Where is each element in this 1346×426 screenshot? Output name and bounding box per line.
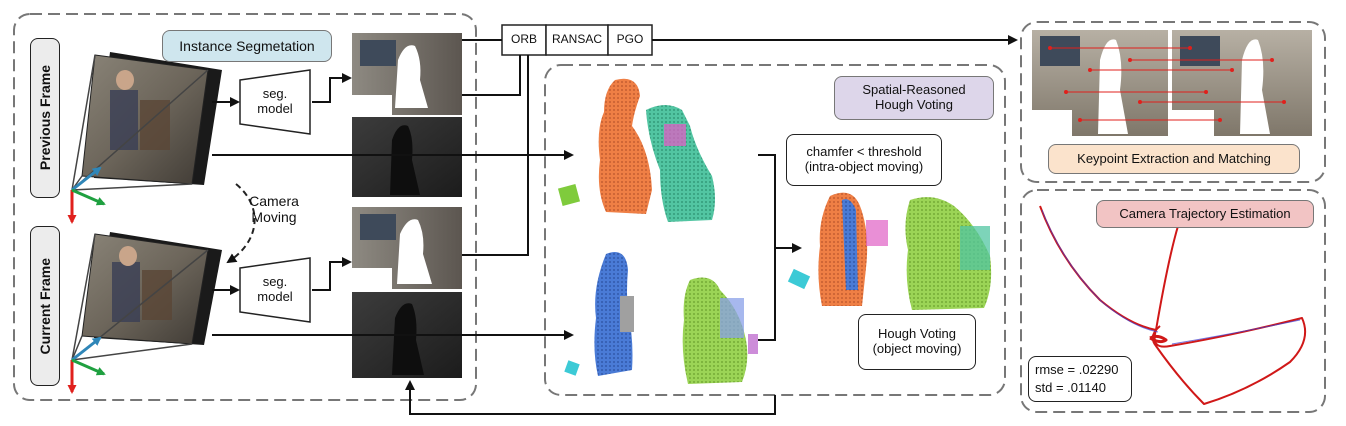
- reasoning-group-box: [544, 64, 1006, 396]
- pgo-label: PGO: [616, 32, 644, 47]
- pgo-box: [607, 24, 653, 56]
- curr-rgb-mask: [352, 207, 462, 289]
- keypoint-group-box: [1020, 21, 1326, 183]
- intra-object-condition: chamfer < threshold (intra-object moving…: [786, 134, 942, 186]
- seg-model-bottom: [239, 257, 311, 323]
- input-group-box: [13, 13, 477, 401]
- keypoint-image-right: [1172, 30, 1312, 136]
- prev-depth: [352, 117, 462, 197]
- instance-segmentation-tag: Instance Segmetation: [162, 30, 332, 62]
- seg-model-bottom-label: seg. model: [257, 274, 293, 304]
- keypoint-matches: [1050, 47, 1284, 121]
- current-frame-camera: [67, 232, 222, 394]
- keypoint-tag: Keypoint Extraction and Matching: [1048, 144, 1300, 174]
- seg-model-top: [239, 69, 311, 135]
- object-moving-condition: Hough Voting (object moving): [858, 314, 976, 370]
- point-cloud-fused: [787, 192, 992, 310]
- current-frame-label: Current Frame: [30, 226, 60, 386]
- previous-frame-label: Previous Frame: [30, 38, 60, 198]
- point-cloud-curr: [564, 252, 758, 384]
- trajectory-metrics: rmse = .02290 std = .01140: [1028, 356, 1132, 402]
- hough-voting-tag: Spatial-Reasoned Hough Voting: [834, 76, 994, 120]
- camera-moving-arrow: [226, 183, 256, 264]
- point-cloud-prev: [557, 78, 715, 222]
- seg-model-top-label: seg. model: [257, 86, 293, 116]
- rmse-value: rmse = .02290: [1035, 362, 1119, 377]
- trajectory-plot: [1039, 205, 1306, 405]
- camera-moving-label: Camera Moving: [249, 192, 299, 225]
- trajectory-tag: Camera Trajectory Estimation: [1096, 200, 1314, 228]
- trajectory-group-box: [1020, 189, 1326, 413]
- std-value: std = .01140: [1035, 380, 1106, 396]
- prev-rgb-mask: [352, 33, 462, 115]
- orb-label: ORB: [510, 32, 537, 47]
- ransac-label: RANSAC: [551, 32, 602, 47]
- previous-frame-camera: [67, 52, 222, 224]
